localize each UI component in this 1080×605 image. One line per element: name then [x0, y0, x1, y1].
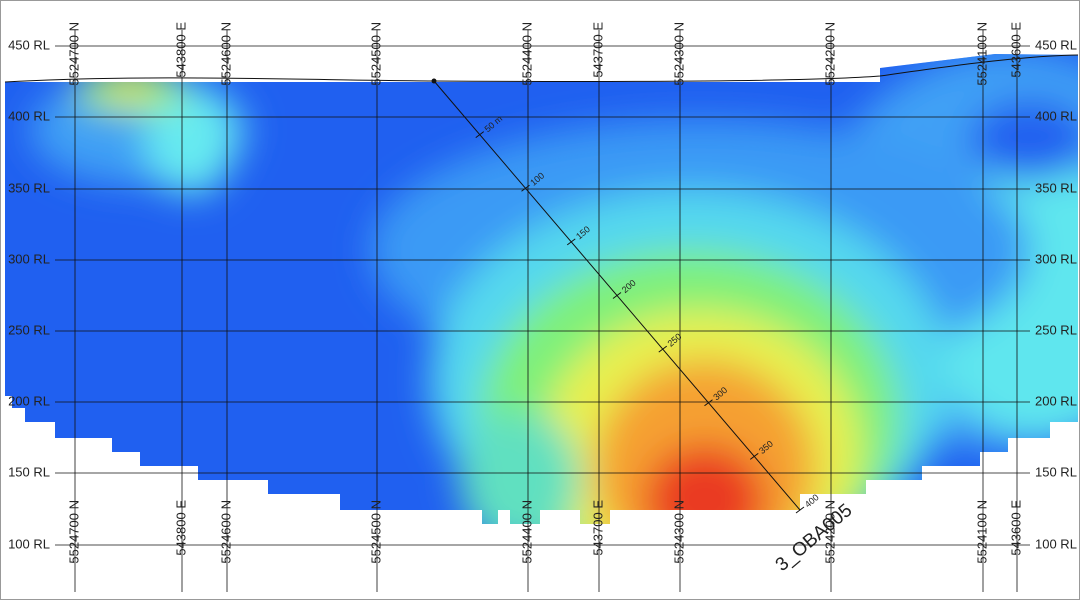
grid-label-bottom: 543800 E: [173, 500, 188, 556]
depth-tick: [521, 184, 530, 192]
depth-tick: [658, 345, 668, 353]
rl-label-right: 150 RL: [1035, 464, 1077, 479]
rl-label-right: 250 RL: [1035, 322, 1077, 337]
depth-tick: [795, 506, 805, 514]
grid-label-bottom: 5524400 N: [519, 500, 534, 564]
rl-label-left: 300 RL: [8, 251, 50, 266]
rl-label-right: 450 RL: [1035, 37, 1077, 52]
hole-name: 3_OBA005: [772, 500, 857, 576]
rl-label-left: 100 RL: [8, 536, 50, 551]
grade-contours: [5, 54, 1078, 524]
rl-label-right: 400 RL: [1035, 108, 1077, 123]
depth-tick: [475, 131, 485, 139]
depth-tick: [566, 238, 576, 246]
depth-tick: [704, 399, 713, 407]
grid-label-top: 543700 E: [590, 22, 605, 78]
rl-label-right: 350 RL: [1035, 180, 1077, 195]
rl-label-left: 350 RL: [8, 180, 50, 195]
grid-label-top: 5524700 N: [66, 22, 81, 86]
grid-label-bottom: 5524200 N: [822, 500, 837, 564]
grid-label-top: 543600 E: [1008, 22, 1023, 78]
rl-label-right: 100 RL: [1035, 536, 1077, 551]
depth-tick: [749, 452, 759, 460]
grid-label-bottom: 5524700 N: [66, 500, 81, 564]
rl-label-left: 450 RL: [8, 37, 50, 52]
grid-label-bottom: 5524100 N: [974, 500, 989, 564]
rl-label-right: 300 RL: [1035, 251, 1077, 266]
rl-label-left: 250 RL: [8, 322, 50, 337]
grid-label-top: 543800 E: [173, 22, 188, 78]
rl-label-left: 150 RL: [8, 464, 50, 479]
grid-label-bottom: 543600 E: [1008, 500, 1023, 556]
grid-label-top: 5524400 N: [519, 22, 534, 86]
grid-label-top: 5524100 N: [974, 22, 989, 86]
grid-label-bottom: 5524600 N: [218, 500, 233, 564]
grid-label-top: 5524500 N: [368, 22, 383, 86]
depth-tick: [612, 292, 622, 299]
rl-label-left: 400 RL: [8, 108, 50, 123]
topography: [4, 54, 1079, 83]
collar: [431, 78, 437, 84]
grid-label-top: 5524200 N: [822, 22, 837, 86]
rl-label-right: 200 RL: [1035, 393, 1077, 408]
depth-label: 400: [803, 492, 821, 509]
rl-label-left: 200 RL: [8, 393, 50, 408]
grid: 450 RL 450 RL 400 RL 400 RL 350 RL 350 RL 300 …: [8, 22, 1077, 592]
grid-label-bottom: 543700 E: [590, 500, 605, 556]
grid-label-top: 5524300 N: [671, 22, 686, 86]
grid-label-bottom: 5524500 N: [368, 500, 383, 564]
grid-label-top: 5524600 N: [218, 22, 233, 86]
grid-label-bottom: 5524300 N: [671, 500, 686, 564]
